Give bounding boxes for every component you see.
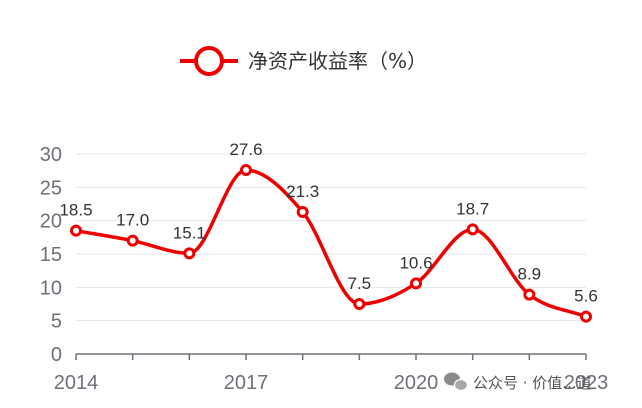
axes: 0 5 10 15 20 25 30 2014 2017 2020 2023 [40,144,609,394]
y-tick-label: 25 [40,177,62,199]
series [70,164,592,323]
data-label: 17.0 [116,211,149,230]
legend-label: 净资产收益率（%） [248,49,427,73]
y-tick-label: 5 [51,311,62,333]
data-labels: 18.5 17.0 15.1 27.6 21.3 7.5 10.6 18.7 8.9 5.6 [59,140,597,306]
data-label: 15.1 [173,223,206,242]
watermark-text: 公众号 · 价值...道 [473,374,592,392]
data-point[interactable] [126,234,139,247]
y-tick-label: 10 [40,277,62,299]
data-label: 8.9 [518,265,542,284]
x-tick-label: 2023 [564,372,609,394]
data-label: 18.7 [456,199,489,218]
data-point[interactable] [240,164,252,176]
y-tick-label: 20 [40,211,62,233]
data-point[interactable] [183,247,196,260]
grid [76,153,586,322]
data-label: 21.3 [286,182,319,201]
legend[interactable]: 净资产收益率（%） [180,46,427,76]
data-label: 27.6 [229,140,262,159]
y-tick-label: 30 [40,144,62,166]
y-tick-label: 15 [40,244,62,266]
x-tick-label: 2017 [224,372,269,394]
data-label: 5.6 [574,287,598,306]
data-point[interactable] [353,298,366,310]
data-label: 10.6 [399,253,432,272]
data-point[interactable] [523,288,536,301]
data-point[interactable] [580,310,592,323]
x-tick-label: 2020 [394,372,439,394]
data-label: 18.5 [59,201,92,220]
series-line [74,168,588,319]
legend-circle-marker [194,46,224,76]
y-tick-label: 0 [51,344,62,366]
wechat-icon [444,372,469,392]
x-tick-label: 2014 [54,372,99,394]
data-point[interactable] [466,223,479,236]
data-point[interactable] [410,277,422,290]
watermark: 公众号 · 价值...道 [444,372,592,392]
data-point[interactable] [70,224,82,237]
data-point[interactable] [296,206,309,218]
data-label: 7.5 [348,274,372,293]
